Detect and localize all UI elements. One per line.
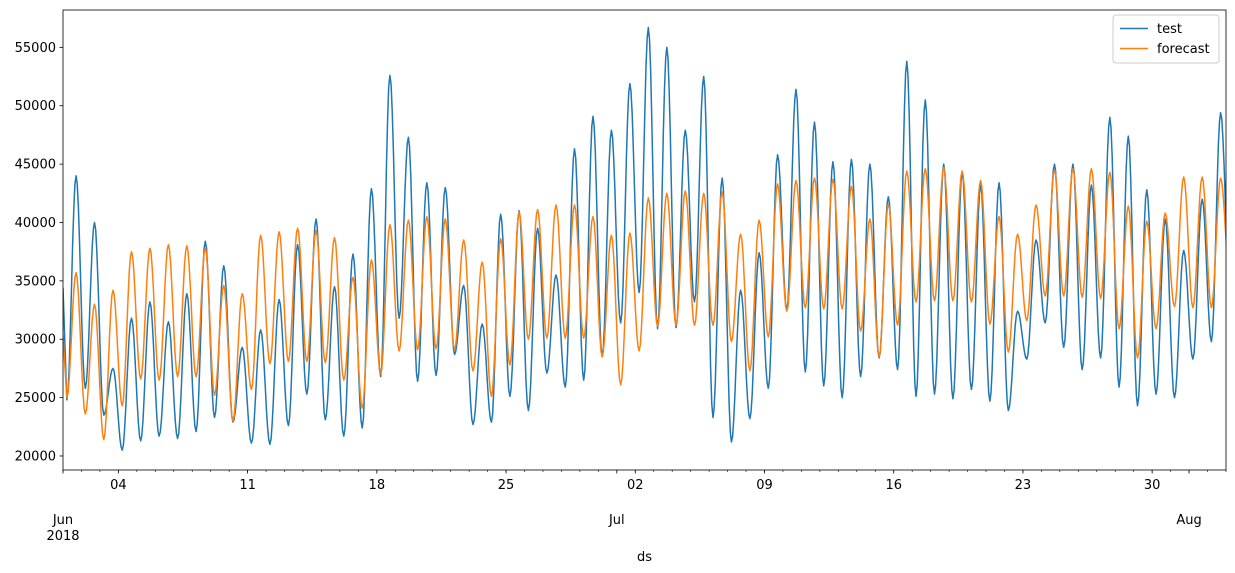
- x-tick-label: 11: [239, 478, 256, 493]
- y-tick-label: 55000: [15, 41, 56, 56]
- x-tick-label: 02: [627, 478, 644, 493]
- y-axis: 20000 25000 30000 35000 40000 45000 50000 55000: [15, 41, 63, 464]
- legend: test forecast: [1112, 14, 1220, 64]
- x-tick-label: 30: [1144, 478, 1161, 493]
- legend-label-test: test: [1157, 22, 1182, 37]
- x-tick-label: 25: [498, 478, 515, 493]
- y-tick-label: 50000: [15, 99, 56, 114]
- x-month-label: Aug: [1176, 513, 1201, 528]
- plot-area-frame: [62, 9, 1227, 471]
- x-month-label: Jun: [52, 513, 73, 528]
- x-tick-label: 04: [110, 478, 127, 493]
- x-tick-label: 09: [756, 478, 773, 493]
- x-year-label: 2018: [46, 529, 79, 544]
- x-axis-title: ds: [637, 550, 652, 565]
- y-tick-label: 30000: [15, 333, 56, 348]
- legend-box: [1112, 14, 1220, 64]
- x-tick-label: 18: [369, 478, 386, 493]
- series-line-forecast: [63, 166, 1226, 441]
- legend-label-forecast: forecast: [1157, 42, 1210, 57]
- x-tick-label: 16: [885, 478, 902, 493]
- y-tick-label: 25000: [15, 391, 56, 406]
- y-tick-label: 35000: [15, 274, 56, 289]
- y-tick-label: 20000: [15, 449, 56, 464]
- series-layer: [63, 26, 1226, 451]
- x-tick-label: 23: [1015, 478, 1032, 493]
- y-tick-label: 45000: [15, 158, 56, 173]
- series-line-test: [63, 26, 1226, 451]
- y-tick-label: 40000: [15, 216, 56, 231]
- x-month-label: Jul: [608, 513, 625, 528]
